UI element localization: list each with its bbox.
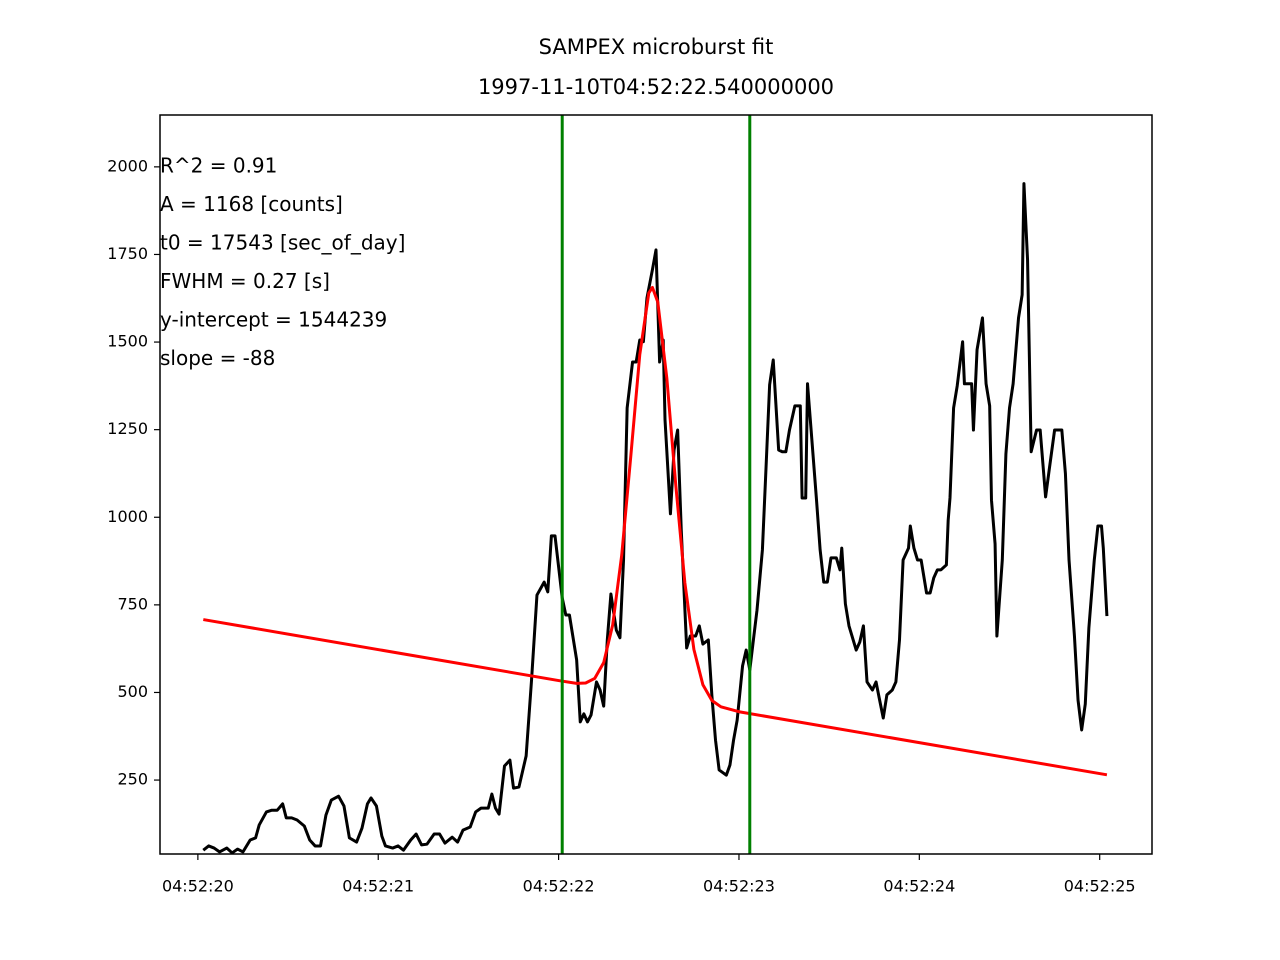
y-tick-label: 1750 <box>107 244 148 263</box>
x-tick-label: 04:52:23 <box>703 877 775 896</box>
fit-annotation: FWHM = 0.27 [s] <box>160 269 330 293</box>
y-tick-label: 500 <box>117 682 148 701</box>
data-line <box>202 182 1109 855</box>
chart-title: SAMPEX microburst fit <box>539 35 774 59</box>
x-tick-label: 04:52:20 <box>162 877 234 896</box>
y-tick-label: 1250 <box>107 419 148 438</box>
fit-annotation: slope = -88 <box>160 346 275 370</box>
fit-annotation: y-intercept = 1544239 <box>160 308 387 332</box>
fit-annotation: A = 1168 [counts] <box>160 192 343 216</box>
y-tick-label: 2000 <box>107 156 148 175</box>
y-tick-label: 750 <box>117 594 148 613</box>
y-tick-label: 250 <box>117 770 148 789</box>
fit-annotation: R^2 = 0.91 <box>160 154 277 178</box>
x-tick-label: 04:52:21 <box>342 877 414 896</box>
y-tick-label: 1000 <box>107 507 148 526</box>
y-tick-label: 1500 <box>107 332 148 351</box>
plot-frame <box>159 114 1153 855</box>
x-tick-label: 04:52:24 <box>883 877 955 896</box>
x-tick-label: 04:52:22 <box>523 877 595 896</box>
x-tick-label: 04:52:25 <box>1064 877 1136 896</box>
data-line <box>203 285 1108 777</box>
chart-subtitle: 1997-11-10T04:52:22.540000000 <box>478 75 834 99</box>
fit-annotation: t0 = 17543 [sec_of_day] <box>160 231 405 255</box>
